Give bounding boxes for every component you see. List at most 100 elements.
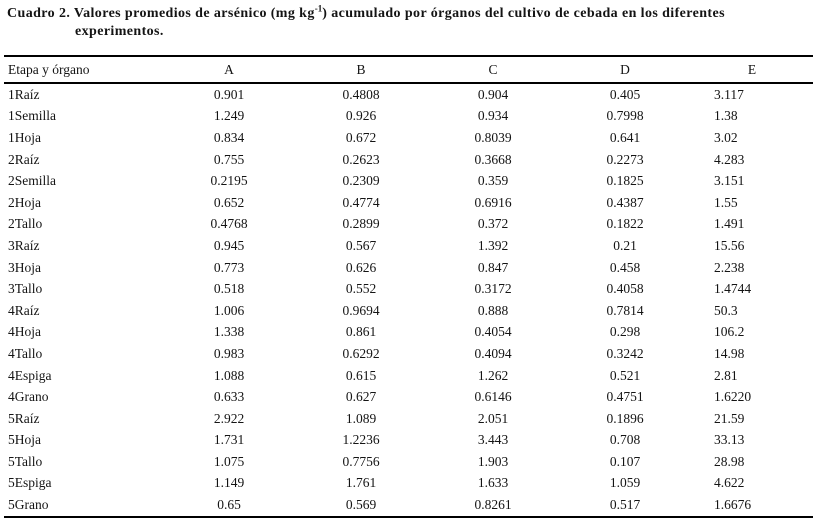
table-row: 4Tallo 0.983 0.6292 0.4094 0.3242 14.98: [4, 343, 813, 365]
row-label-cell: 5Tallo: [8, 453, 43, 469]
value-cell-c: 0.359: [477, 173, 509, 189]
column-header-etapa-y-organo: Etapa y órgano: [4, 55, 163, 84]
value-cell-c: 1.262: [477, 367, 509, 383]
value-cell-e: 1.6676: [714, 497, 752, 513]
value-cell-d: 0.708: [609, 432, 641, 448]
value-cell-d: 0.7998: [606, 108, 644, 124]
table-row: 2Raíz 0.755 0.2623 0.3668 0.2273 4.283: [4, 149, 813, 171]
value-cell-c: 3.443: [477, 432, 509, 448]
value-cell-a: 0.2195: [210, 173, 248, 189]
value-cell-c: 0.6146: [474, 389, 512, 405]
value-cell-a: 1.731: [213, 432, 245, 448]
column-header-a: A: [163, 55, 295, 84]
value-cell-c: 0.847: [477, 259, 509, 275]
caption-line-1: Cuadro 2. Valores promedios de arsénico …: [4, 3, 813, 23]
caption-text-before-sup: Valores promedios de arsénico (mg kg: [70, 6, 315, 21]
value-cell-a: 0.518: [213, 281, 245, 297]
row-label-cell: 1Raíz: [8, 86, 40, 102]
value-cell-d: 0.107: [609, 453, 641, 469]
table-row: 5Espiga 1.149 1.761 1.633 1.059 4.622: [4, 473, 813, 495]
value-cell-b: 0.4808: [342, 86, 380, 102]
value-cell-d: 0.521: [609, 367, 641, 383]
value-cell-c: 0.3172: [474, 281, 512, 297]
value-cell-a: 1.088: [213, 367, 245, 383]
value-cell-b: 0.2899: [342, 216, 380, 232]
value-cell-e: 106.2: [714, 324, 745, 340]
value-cell-e: 33.13: [714, 432, 745, 448]
row-label-cell: 5Hoja: [8, 432, 41, 448]
value-cell-d: 1.059: [609, 475, 641, 491]
value-cell-a: 2.922: [213, 410, 245, 426]
value-cell-e: 21.59: [714, 410, 745, 426]
table-row: 3Hoja 0.773 0.626 0.847 0.458 2.238: [4, 257, 813, 279]
value-cell-a: 0.755: [213, 151, 245, 167]
value-cell-c: 2.051: [477, 410, 509, 426]
column-header-c: C: [427, 55, 559, 84]
caption-label: Cuadro 2.: [7, 6, 71, 21]
header-row: Etapa y órgano A B C D E: [4, 55, 813, 84]
value-cell-a: 0.65: [217, 497, 241, 513]
value-cell-a: 1.149: [213, 475, 245, 491]
value-cell-d: 0.517: [609, 497, 641, 513]
value-cell-a: 0.945: [213, 237, 245, 253]
value-cell-e: 1.6220: [714, 389, 752, 405]
value-cell-d: 0.1825: [606, 173, 644, 189]
value-cell-a: 1.006: [213, 302, 245, 318]
value-cell-b: 0.7756: [342, 453, 380, 469]
value-cell-e: 4.283: [714, 151, 745, 167]
arsenic-table: Etapa y órgano A B C D E 1Raíz 0.901 0.4…: [4, 55, 813, 518]
value-cell-a: 0.652: [213, 194, 245, 210]
value-cell-b: 0.926: [345, 108, 377, 124]
row-label-cell: 4Raíz: [8, 302, 40, 318]
value-cell-e: 50.3: [714, 302, 738, 318]
column-header-d: D: [559, 55, 691, 84]
value-cell-b: 1.761: [345, 475, 377, 491]
value-cell-c: 0.6916: [474, 194, 512, 210]
value-cell-a: 0.633: [213, 389, 245, 405]
value-cell-c: 1.392: [477, 237, 509, 253]
caption-line-2: experimentos.: [75, 24, 164, 39]
value-cell-b: 0.626: [345, 259, 377, 275]
value-cell-d: 0.4387: [606, 194, 644, 210]
value-cell-b: 1.2236: [342, 432, 380, 448]
value-cell-c: 0.8039: [474, 129, 512, 145]
value-cell-e: 3.02: [714, 129, 738, 145]
value-cell-e: 14.98: [714, 345, 745, 361]
value-cell-e: 2.238: [714, 259, 745, 275]
value-cell-d: 0.1822: [606, 216, 644, 232]
value-cell-b: 0.567: [345, 237, 377, 253]
table-row: 4Grano 0.633 0.627 0.6146 0.4751 1.6220: [4, 386, 813, 408]
value-cell-d: 0.298: [609, 324, 641, 340]
table-body: 1Raíz 0.901 0.4808 0.904 0.405 3.117 1Se…: [4, 83, 813, 517]
value-cell-c: 0.888: [477, 302, 509, 318]
value-cell-a: 1.338: [213, 324, 245, 340]
table-row: 1Semilla 1.249 0.926 0.934 0.7998 1.38: [4, 106, 813, 128]
value-cell-e: 1.38: [714, 108, 738, 124]
value-cell-b: 0.569: [345, 497, 377, 513]
value-cell-a: 0.773: [213, 259, 245, 275]
value-cell-c: 0.4054: [474, 324, 512, 340]
value-cell-d: 0.21: [613, 237, 637, 253]
value-cell-c: 1.903: [477, 453, 509, 469]
value-cell-d: 0.4058: [606, 281, 644, 297]
table-row: 5Raíz 2.922 1.089 2.051 0.1896 21.59: [4, 408, 813, 430]
row-label-cell: 2Hoja: [8, 194, 41, 210]
value-cell-a: 1.075: [213, 453, 245, 469]
row-label-cell: 4Grano: [8, 389, 49, 405]
row-label-cell: 1Semilla: [8, 108, 56, 124]
column-header-e: E: [691, 55, 813, 84]
row-label-cell: 2Semilla: [8, 173, 56, 189]
caption-superscript: -1: [314, 3, 323, 14]
value-cell-e: 2.81: [714, 367, 738, 383]
row-label-cell: 3Hoja: [8, 259, 41, 275]
value-cell-e: 1.491: [714, 216, 745, 232]
table-row: 1Raíz 0.901 0.4808 0.904 0.405 3.117: [4, 83, 813, 106]
value-cell-c: 0.372: [477, 216, 509, 232]
row-label-cell: 2Tallo: [8, 216, 43, 232]
table-header: Etapa y órgano A B C D E: [4, 55, 813, 84]
value-cell-c: 0.4094: [474, 345, 512, 361]
value-cell-a: 0.901: [213, 86, 245, 102]
row-label-cell: 5Grano: [8, 497, 49, 513]
value-cell-b: 0.2623: [342, 151, 380, 167]
table-row: 5Tallo 1.075 0.7756 1.903 0.107 28.98: [4, 451, 813, 473]
